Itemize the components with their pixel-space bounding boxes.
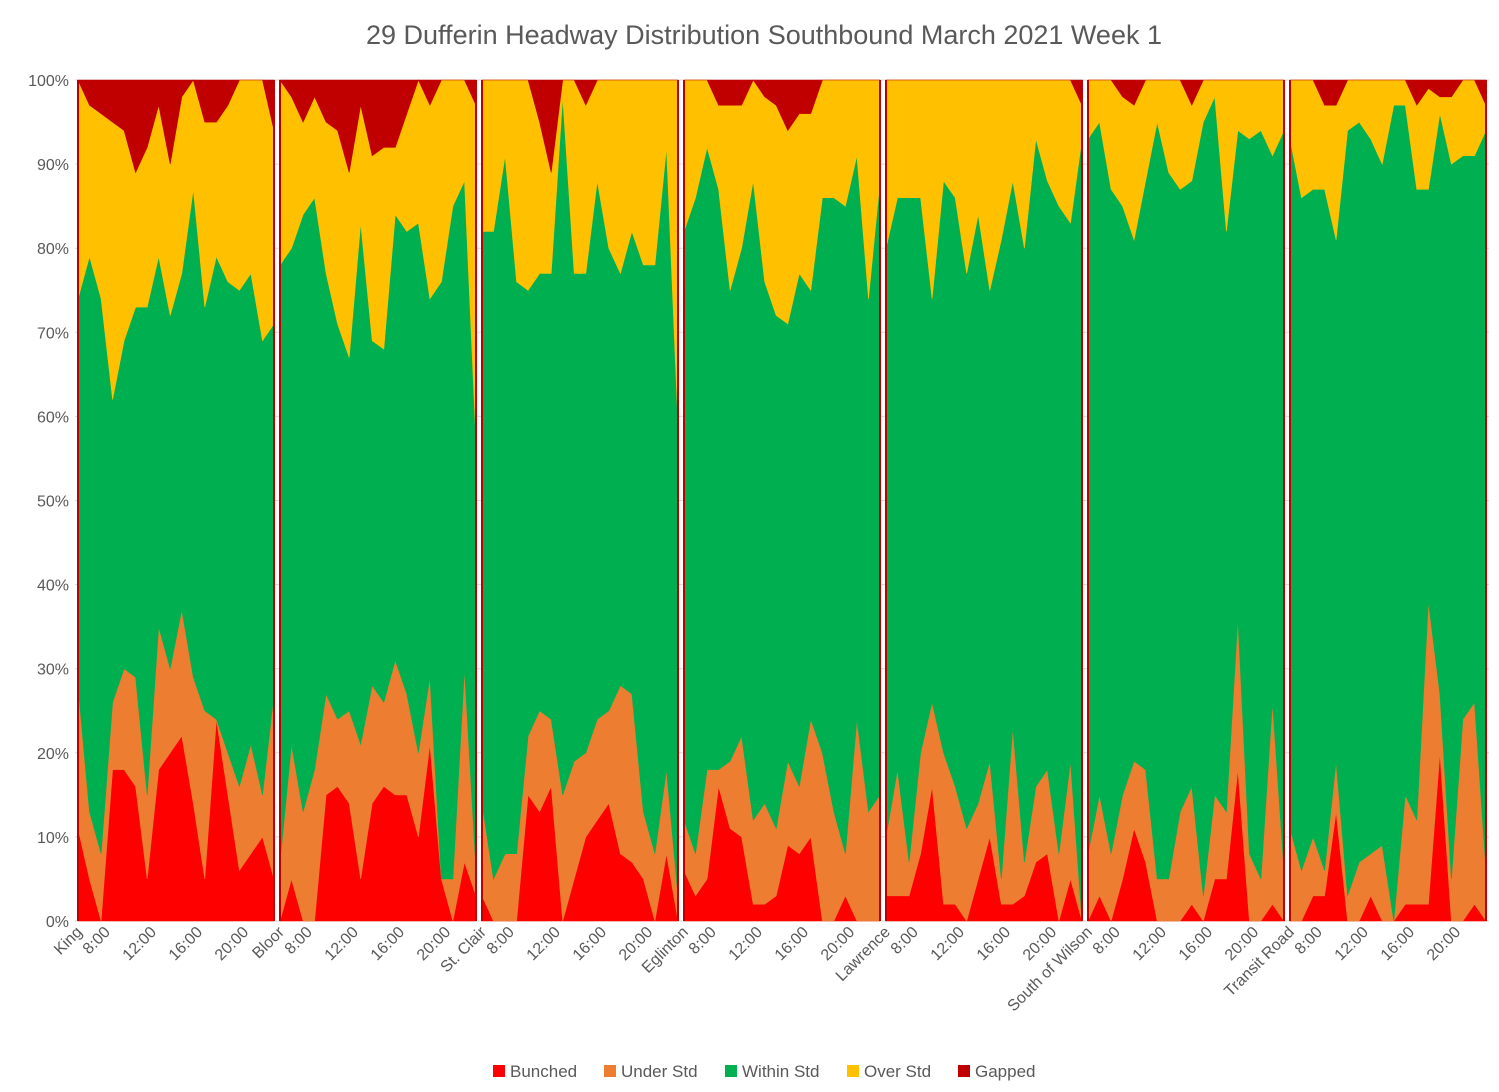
area-within [1087, 95, 1285, 896]
legend: Bunched Under Std Within Std Over Std Gapped [493, 1062, 1036, 1081]
legend-item-over: Over Std [847, 1062, 931, 1081]
hour-tick-label: 8:00 [282, 924, 316, 958]
station-group [279, 79, 477, 922]
area-series [77, 79, 1487, 922]
legend-swatch [958, 1065, 970, 1077]
station-group [481, 79, 679, 922]
legend-label: Gapped [975, 1062, 1036, 1081]
y-tick-label: 20% [37, 746, 69, 763]
legend-item-within: Within Std [725, 1062, 819, 1081]
station-group [885, 79, 1083, 922]
hour-tick-label: 16:00 [368, 924, 408, 964]
hour-tick-label: 12:00 [928, 924, 968, 964]
hour-tick-label: 12:00 [1332, 924, 1372, 964]
legend-label: Over Std [864, 1062, 931, 1081]
hour-tick-label: 12:00 [726, 924, 766, 964]
hour-tick-label: 12:00 [120, 924, 160, 964]
hour-tick-label: 8:00 [686, 924, 720, 958]
legend-label: Under Std [621, 1062, 698, 1081]
y-tick-label: 40% [37, 578, 69, 595]
hour-tick-label: 8:00 [484, 924, 518, 958]
legend-swatch [493, 1065, 505, 1077]
y-tick-label: 90% [37, 157, 69, 174]
hour-tick-label: 8:00 [1292, 924, 1326, 958]
hour-tick-label: 8:00 [80, 924, 114, 958]
area-within [1289, 104, 1487, 922]
y-tick-label: 60% [37, 409, 69, 426]
hour-tick-label: 16:00 [974, 924, 1014, 964]
hour-tick-label: 16:00 [570, 924, 610, 964]
station-group [683, 79, 881, 922]
area-gapped [1088, 79, 1284, 106]
legend-label: Within Std [742, 1062, 819, 1081]
legend-swatch [725, 1065, 737, 1077]
area-gapped [482, 79, 678, 173]
hour-tick-label: 20:00 [212, 924, 252, 964]
y-tick-label: 50% [37, 494, 69, 511]
station-label: Bloor [249, 923, 288, 962]
hour-tick-label: 12:00 [524, 924, 564, 964]
legend-swatch [847, 1065, 859, 1077]
hour-tick-label: 20:00 [1424, 924, 1464, 964]
hour-tick-label: 12:00 [1130, 924, 1170, 964]
y-tick-label: 70% [37, 325, 69, 342]
station-group [1087, 79, 1285, 922]
area-gapped [684, 79, 880, 132]
hour-tick-label: 16:00 [166, 924, 206, 964]
hour-tick-label: 16:00 [772, 924, 812, 964]
y-tick-label: 30% [37, 662, 69, 679]
legend-item-gapped: Gapped [958, 1062, 1036, 1081]
chart-title: 29 Dufferin Headway Distribution Southbo… [366, 20, 1162, 50]
station-group [1289, 79, 1487, 922]
legend-item-under: Under Std [604, 1062, 698, 1081]
y-tick-label: 100% [28, 73, 69, 90]
legend-label: Bunched [510, 1062, 577, 1081]
hour-tick-label: 8:00 [888, 924, 922, 958]
y-tick-label: 80% [37, 241, 69, 258]
y-tick-label: 0% [46, 914, 69, 931]
hour-tick-label: 8:00 [1090, 924, 1124, 958]
legend-item-bunched: Bunched [493, 1062, 577, 1081]
hour-tick-label: 16:00 [1378, 924, 1418, 964]
y-tick-label: 10% [37, 830, 69, 847]
station-group [77, 79, 275, 922]
y-axis-ticks: 0% 10% 20% 30% 40% 50% 60% 70% 80% 90% 100% [28, 73, 69, 931]
legend-swatch [604, 1065, 616, 1077]
hour-tick-label: 16:00 [1176, 924, 1216, 964]
hour-tick-label: 12:00 [322, 924, 362, 964]
